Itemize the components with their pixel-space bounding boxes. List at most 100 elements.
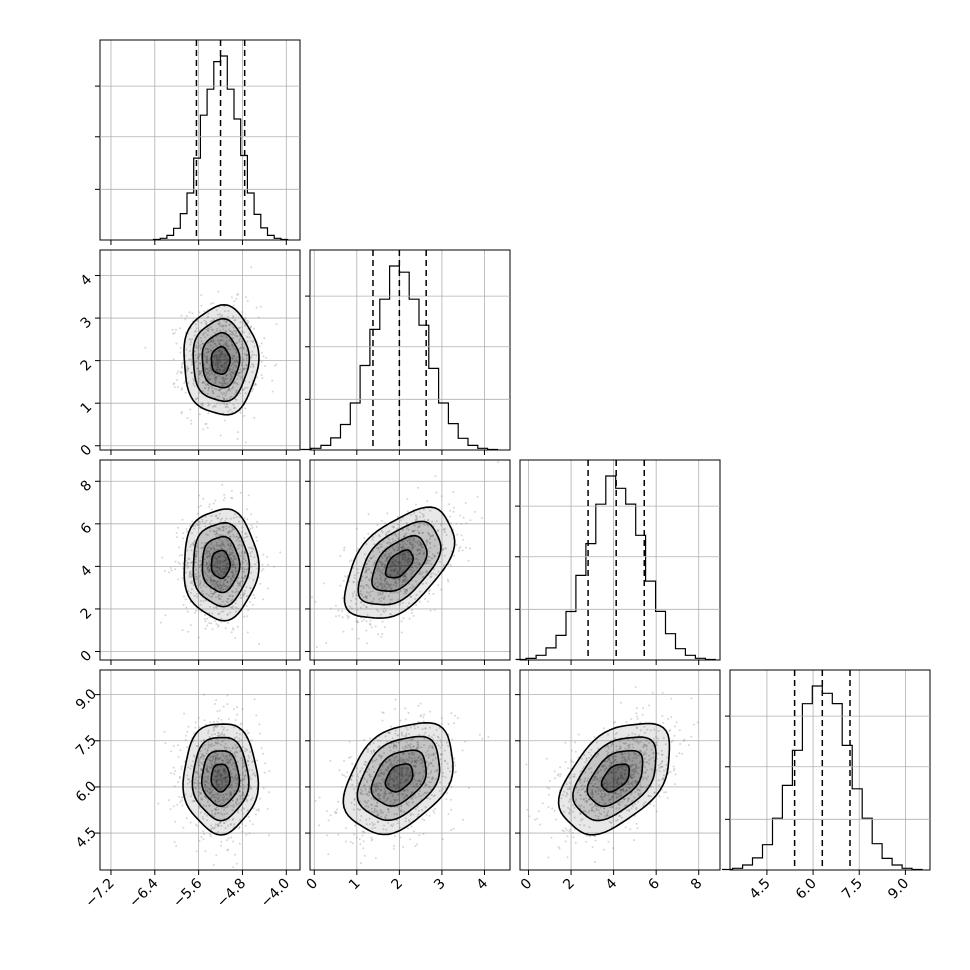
scatter-point: [198, 726, 201, 729]
scatter-point: [237, 625, 239, 628]
scatter-point: [222, 401, 225, 404]
panel-0-3: [95, 669, 301, 875]
scatter-point: [454, 764, 457, 767]
scatter-point: [230, 631, 233, 634]
scatter-point: [247, 815, 250, 818]
scatter-point: [209, 344, 212, 347]
scatter-point: [223, 493, 226, 496]
scatter-point: [207, 370, 209, 373]
scatter-point: [220, 351, 223, 354]
scatter-point: [340, 785, 343, 788]
scatter-point: [242, 346, 245, 349]
scatter-point: [214, 342, 217, 345]
scatter-point: [207, 412, 210, 415]
scatter-point: [250, 266, 253, 269]
scatter-point: [215, 359, 218, 362]
scatter-point: [384, 522, 387, 525]
scatter-point: [223, 368, 226, 371]
scatter-point: [233, 364, 236, 367]
scatter-point: [343, 549, 346, 552]
scatter-point: [194, 323, 197, 326]
scatter-point: [415, 503, 418, 506]
scatter-point: [189, 343, 192, 346]
scatter-point: [217, 322, 220, 325]
scatter-point: [232, 382, 235, 385]
scatter-point: [256, 539, 259, 542]
scatter-point: [223, 319, 226, 322]
scatter-point: [219, 329, 222, 332]
scatter-point: [206, 356, 209, 359]
scatter-point: [200, 294, 203, 297]
scatter-point: [206, 367, 209, 370]
scatter-point: [203, 618, 206, 621]
scatter-point: [434, 807, 437, 810]
scatter-point: [210, 508, 213, 511]
scatter-point: [218, 354, 221, 357]
scatter-point: [234, 853, 237, 856]
scatter-point: [197, 380, 200, 383]
scatter-point: [230, 836, 233, 839]
scatter-point: [198, 344, 201, 347]
scatter-point: [221, 370, 224, 373]
scatter-point: [342, 630, 345, 633]
scatter-point: [209, 362, 212, 365]
scatter-point: [231, 497, 234, 500]
scatter-point: [343, 546, 346, 549]
scatter-point: [249, 365, 252, 368]
scatter-point: [228, 339, 231, 342]
panel-frame: [309, 249, 511, 451]
scatter-point: [232, 316, 235, 319]
scatter-point: [402, 617, 405, 620]
scatter-point: [253, 345, 256, 348]
scatter-point: [393, 845, 396, 847]
scatter-point: [230, 490, 233, 492]
scatter-point: [191, 312, 194, 315]
scatter-point: [232, 866, 235, 869]
scatter-point: [232, 337, 235, 340]
scatter-point: [399, 719, 402, 722]
scatter-point: [200, 374, 203, 377]
scatter-point: [266, 808, 269, 810]
scatter-point: [487, 736, 490, 738]
scatter-point: [207, 350, 210, 353]
scatter-point: [179, 351, 182, 354]
scatter-point: [191, 371, 193, 374]
scatter-point: [214, 380, 217, 383]
scatter-point: [225, 330, 228, 333]
scatter-point: [213, 342, 216, 345]
scatter-point: [222, 325, 225, 328]
scatter-point: [673, 767, 676, 770]
scatter-point: [264, 365, 266, 367]
scatter-point: [215, 329, 218, 332]
scatter-point: [225, 321, 228, 324]
scatter-point: [460, 534, 463, 537]
scatter-point: [206, 327, 209, 330]
scatter-point: [206, 362, 208, 365]
scatter-point: [243, 367, 246, 370]
scatter-point: [258, 642, 261, 645]
scatter-point: [408, 617, 411, 620]
scatter-point: [222, 396, 225, 399]
scatter-point: [224, 378, 227, 381]
scatter-point: [224, 627, 227, 630]
scatter-point: [184, 391, 187, 394]
scatter-point: [241, 321, 244, 324]
scatter-point: [262, 598, 265, 601]
scatter-point: [235, 365, 238, 368]
scatter-point: [228, 401, 231, 404]
scatter-point: [230, 377, 233, 380]
scatter-point: [326, 834, 329, 837]
scatter-point: [338, 614, 341, 617]
scatter-point: [215, 699, 218, 702]
scatter-point: [462, 818, 464, 821]
scatter-point: [219, 369, 222, 372]
scatter-point: [241, 361, 244, 364]
scatter-point: [227, 410, 230, 413]
scatter-point: [339, 555, 342, 558]
scatter-point: [233, 329, 236, 332]
scatter-point: [219, 389, 221, 391]
scatter-point: [314, 800, 317, 802]
scatter-point: [447, 580, 450, 583]
scatter-point: [239, 723, 242, 726]
scatter-point: [157, 802, 160, 805]
